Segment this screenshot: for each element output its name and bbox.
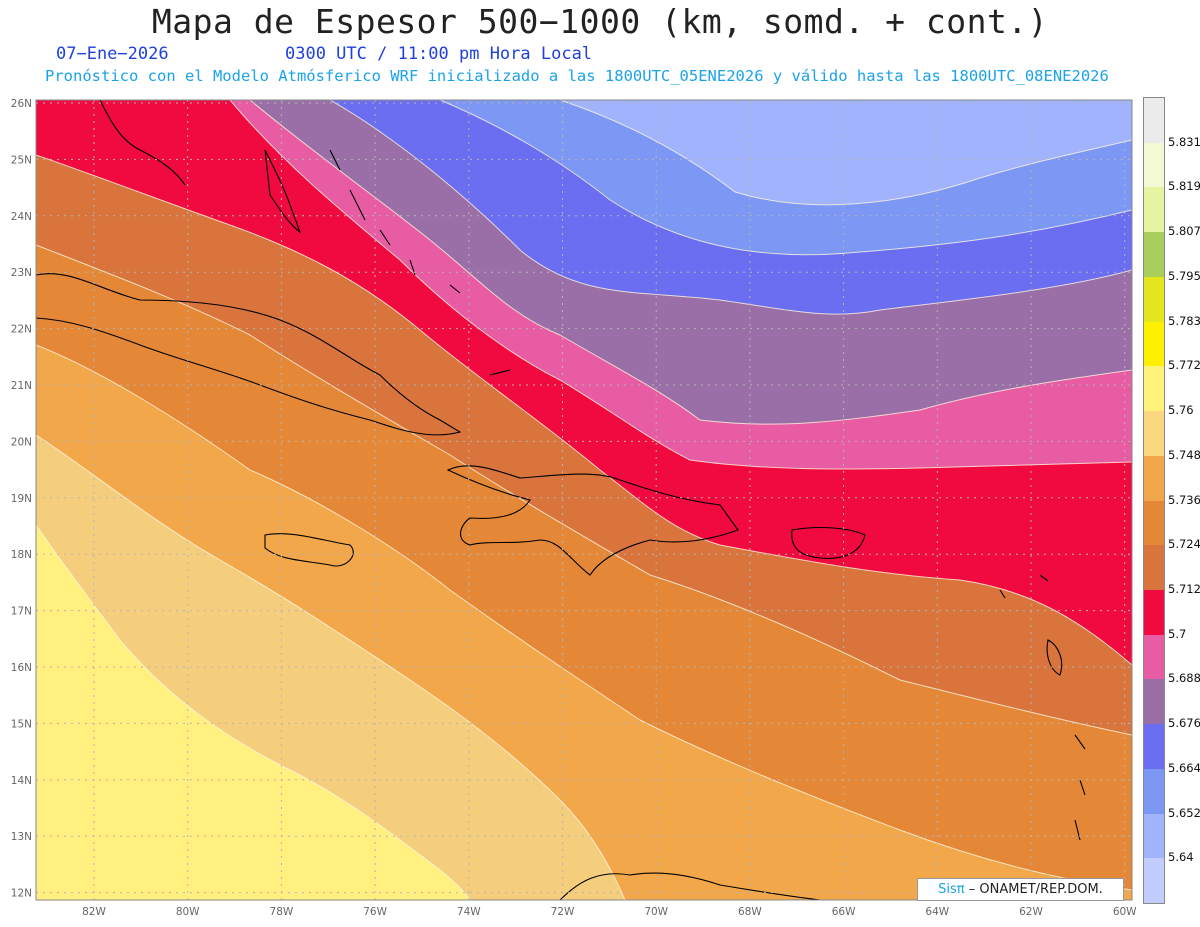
colorbar-label: 5.772 [1168,358,1200,373]
cuba-coast [36,273,462,436]
credit-text: – ONAMET/REP.DOM. [968,882,1103,897]
colorbar-segment [1144,500,1164,546]
colorbar-label: 5.712 [1168,581,1200,596]
colorbar-segment [1144,679,1164,725]
puerto-rico-coast [791,526,866,559]
colorbar-segment [1144,589,1164,636]
lat-label-17N: 17N [11,606,32,618]
lat-label-19N: 19N [11,493,32,505]
lon-label-74W: 74W [457,906,481,918]
colorbar-segment [1144,545,1164,591]
colorbar-segment [1144,321,1164,367]
map-title: Mapa de Espesor 500−1000 (km, somd. + co… [151,2,1049,41]
lon-label-80W: 80W [176,906,200,918]
florida-coast [99,100,186,186]
lat-label-21N: 21N [11,380,32,392]
colorbar-segment [1144,858,1164,904]
lat-label-16N: 16N [11,662,32,674]
colorbar-segment [1144,366,1164,412]
colorbar-label: 5.807 [1168,224,1200,239]
colorbar-segment [1144,276,1164,323]
colorbar-label: 5.783 [1168,313,1200,328]
coastlines [36,100,1086,900]
colorbar-label: 5.819 [1168,179,1200,194]
model-subtitle: Pronóstico con el Modelo Atmósferico WRF… [45,67,1109,85]
colorbar-label: 5.64 [1168,850,1194,865]
colorbar-label: 5.652 [1168,805,1200,820]
south-america-coast [559,872,821,900]
colorbar-segment [1144,98,1164,144]
lon-label-62W: 62W [1019,906,1043,918]
longitude-labels: 82W 80W 78W 76W 74W 72W 70W 68W 66W 64W 62W 60W [82,906,1137,918]
lon-label-70W: 70W [644,906,668,918]
lon-label-60W: 60W [1113,906,1137,918]
bahamas-andros [264,149,302,234]
forecast-time: 0300 UTC / 11:00 pm Hora Local [285,44,593,64]
lon-label-82W: 82W [82,906,106,918]
lon-label-72W: 72W [551,906,575,918]
colorbar-segment [1144,142,1164,188]
jamaica-coast [264,533,354,567]
colorbar-segment [1144,813,1164,859]
lon-label-64W: 64W [925,906,949,918]
colorbar-segment [1144,411,1164,457]
credit-brand: Sisπ [938,882,965,897]
lat-label-20N: 20N [11,436,32,448]
colorbar [1143,97,1165,904]
colorbar-label: 5.831 [1168,134,1200,149]
lon-label-66W: 66W [832,906,856,918]
colorbar-label: 5.664 [1168,760,1200,775]
lon-label-78W: 78W [270,906,294,918]
grid-lines [36,100,1132,900]
lat-label-26N: 26N [11,98,32,110]
colorbar-label: 5.7 [1168,626,1187,641]
latitude-labels: 26N 25N 24N 23N 22N 21N 20N 19N 18N 17N 16N 15N 14N 1… [11,98,32,900]
lat-label-25N: 25N [11,154,32,166]
colorbar-segment [1144,724,1164,770]
colorbar-label: 5.688 [1168,671,1200,686]
bahamas-islands [329,149,511,376]
forecast-date: 07−Ene−2026 [56,44,169,64]
colorbar-segment [1144,634,1164,680]
colorbar-label: 5.795 [1168,268,1200,283]
lat-label-15N: 15N [11,718,32,730]
lat-label-23N: 23N [11,267,32,279]
lon-label-68W: 68W [738,906,762,918]
lesser-antilles [999,574,1086,841]
lat-label-22N: 22N [11,324,32,336]
colorbar-segment [1144,455,1164,501]
map-frame [35,99,1133,901]
lat-label-14N: 14N [11,775,32,787]
lat-label-24N: 24N [11,211,32,223]
colorbar-label: 5.736 [1168,492,1200,507]
colorbar-segment [1144,187,1164,233]
lat-label-12N: 12N [11,888,32,900]
credit-box: Sisπ – ONAMET/REP.DOM. [917,878,1124,901]
colorbar-label: 5.76 [1168,403,1194,418]
contour-lines [36,100,1132,900]
colorbar-segment [1144,768,1164,815]
lat-label-13N: 13N [11,831,32,843]
colorbar-label: 5.676 [1168,716,1200,731]
lon-label-76W: 76W [363,906,387,918]
hispaniola-coast [446,465,739,576]
lat-label-18N: 18N [11,549,32,561]
colorbar-label: 5.724 [1168,537,1200,552]
colorbar-label: 5.748 [1168,447,1200,462]
band-yellow [36,525,470,900]
colorbar-segment [1144,232,1164,278]
